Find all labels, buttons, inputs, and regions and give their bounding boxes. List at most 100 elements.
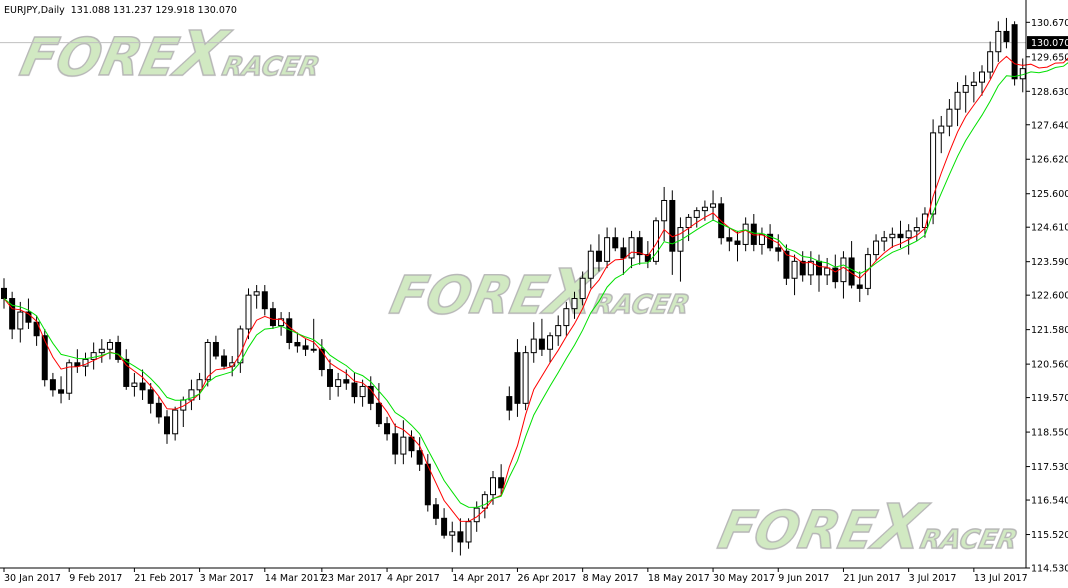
candle-body-bullish — [693, 210, 700, 218]
candle-body-bearish — [726, 237, 733, 242]
candle-body-bearish — [620, 247, 627, 259]
ma-fast-line — [3, 55, 1068, 522]
candle — [824, 257, 831, 286]
candle — [579, 271, 586, 306]
candle-body-bearish — [799, 260, 806, 276]
candle-body-bearish — [351, 382, 358, 398]
candle-body-bullish — [946, 108, 953, 127]
x-tick-label: 3 Mar 2017 — [200, 573, 254, 584]
symbol-timeframe: EURJPY,Daily — [4, 5, 65, 16]
candle-body-bullish — [758, 233, 765, 245]
current-price-tag: 130.070 — [1027, 36, 1068, 50]
candle — [563, 301, 570, 336]
candle — [775, 234, 782, 262]
candle — [791, 254, 798, 296]
candle — [807, 251, 814, 286]
candle-body-bullish — [881, 237, 888, 242]
ohlc-readout: 131.088 131.237 129.918 130.070 — [71, 5, 237, 16]
candle — [995, 21, 1002, 62]
candle — [465, 518, 472, 549]
candle-body-bearish — [294, 341, 301, 347]
candle-body-bearish — [147, 389, 154, 404]
candle — [685, 214, 692, 242]
candle — [384, 416, 391, 441]
candle — [115, 335, 122, 363]
candle — [212, 335, 219, 360]
candle — [522, 345, 529, 411]
watermark-logo-middle: FOREXRACER — [385, 255, 693, 329]
y-tick-label: 121.580 — [1031, 325, 1068, 336]
candle-body-bullish — [563, 308, 570, 327]
candle-body-bearish — [416, 450, 423, 465]
watermark-layer: FOREXRACER FOREXRACER FOREXRACER — [15, 17, 1021, 564]
candle-body-bullish — [987, 51, 994, 73]
candle-body-bullish — [889, 233, 896, 239]
candle-body-bearish — [750, 223, 757, 245]
x-tick-label: 9 Jun 2017 — [778, 573, 829, 584]
candle-body-bullish — [310, 348, 317, 351]
candle-body-bullish — [864, 254, 871, 289]
candle — [155, 396, 162, 424]
candle-body-bullish — [522, 352, 529, 404]
candle — [530, 322, 537, 363]
candle-body-bearish — [816, 260, 822, 276]
candle — [653, 217, 659, 265]
candle-body-bullish — [571, 298, 578, 310]
candle — [147, 383, 154, 414]
watermark-logo-bottom: FOREXRACER — [713, 490, 1021, 564]
candle — [58, 376, 65, 404]
candle-body-bearish — [375, 402, 382, 425]
candle — [848, 241, 855, 289]
ma-slow-line — [3, 62, 1068, 508]
candle — [253, 285, 260, 309]
candle — [873, 234, 880, 262]
candle — [74, 349, 81, 373]
candle-body-bullish — [131, 382, 138, 387]
candle-body-bullish — [555, 325, 562, 337]
candle-body-bearish — [506, 396, 513, 411]
candle-body-bullish — [481, 494, 488, 509]
x-tick-label: 23 Mar 2017 — [322, 573, 382, 584]
current-price-tag-bg — [1027, 36, 1068, 50]
candle — [66, 359, 73, 400]
candle-body-bearish — [1, 287, 7, 300]
candle — [123, 349, 130, 390]
x-tick-label: 3 Jul 2017 — [909, 573, 957, 584]
candle-body-bullish — [245, 294, 252, 330]
x-tick-label: 14 Apr 2017 — [452, 573, 511, 584]
candle-body-bearish — [41, 335, 48, 381]
candle — [547, 332, 554, 363]
candle-body-bullish — [253, 291, 260, 296]
y-tick-label: 118.550 — [1031, 428, 1068, 439]
y-tick-label: 129.650 — [1031, 52, 1068, 63]
candle-body-bullish — [449, 531, 456, 536]
candle — [400, 420, 407, 465]
candle-body-bullish — [66, 362, 73, 394]
candle-body-bullish — [204, 341, 211, 381]
candle-body-bearish — [302, 345, 309, 350]
candle-body-bearish — [139, 382, 146, 391]
candle-body-bearish — [498, 477, 505, 489]
candle-body-bearish — [384, 423, 391, 435]
candle — [498, 464, 505, 495]
candle — [1, 278, 7, 309]
candle — [204, 339, 211, 387]
candle-body-bearish — [669, 199, 676, 252]
y-tick-label: 115.520 — [1031, 530, 1068, 541]
candle-body-bearish — [538, 338, 545, 350]
x-tick-label: 26 Apr 2017 — [517, 573, 576, 584]
y-tick-label: 128.630 — [1031, 87, 1068, 98]
candle — [913, 217, 920, 242]
candle — [620, 237, 627, 275]
candle — [930, 119, 937, 225]
candle — [392, 423, 399, 465]
candle — [90, 342, 97, 370]
candle — [335, 372, 342, 397]
candle-body-bullish — [905, 230, 912, 239]
candle-body-bullish — [979, 71, 985, 83]
candle-body-bullish — [661, 199, 668, 222]
candle-body-bullish — [913, 227, 920, 232]
candle — [261, 285, 268, 316]
candle-body-bullish — [587, 250, 594, 279]
